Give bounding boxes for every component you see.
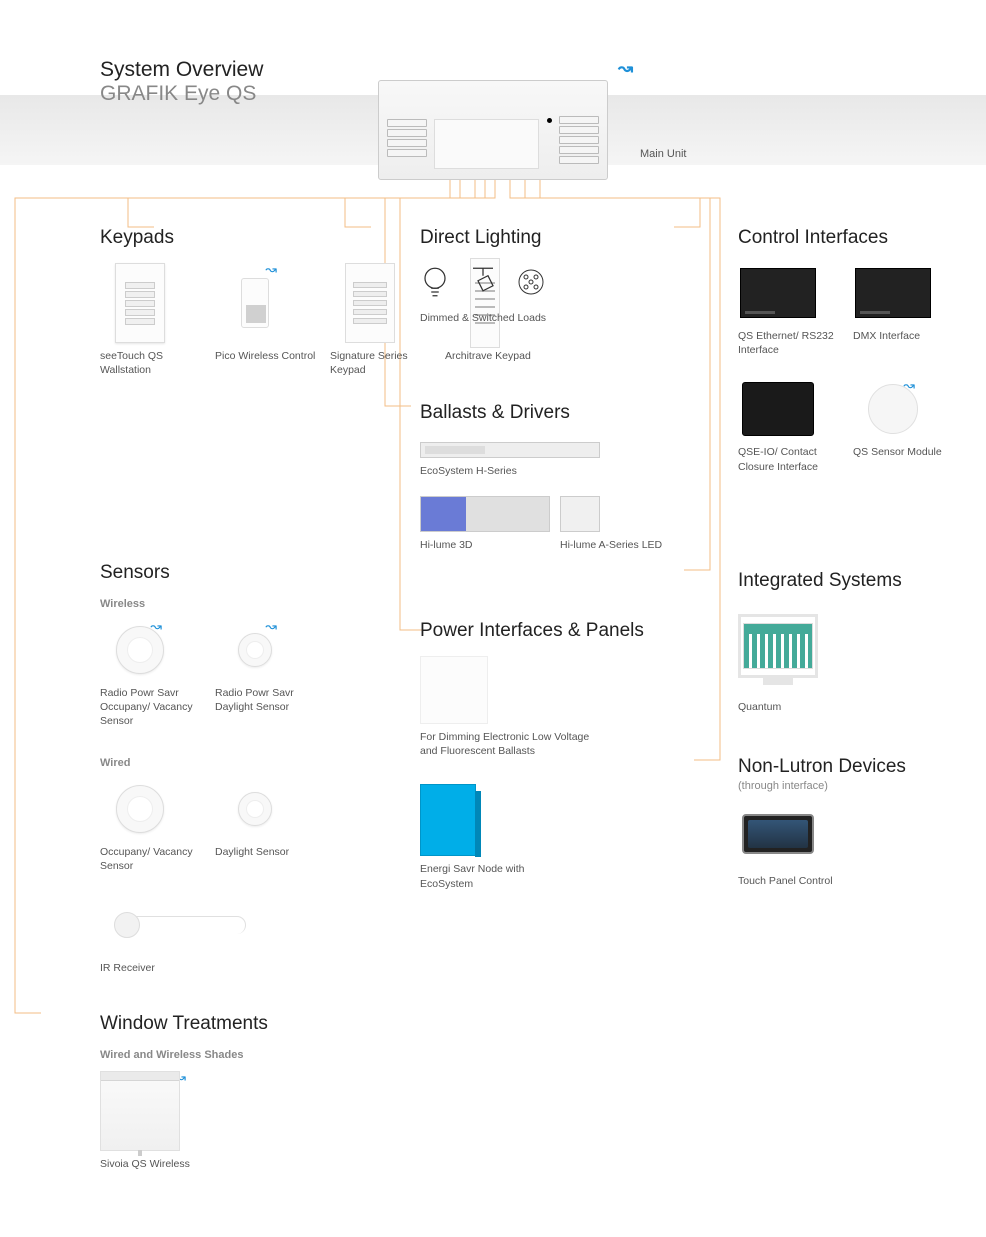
product-qse-io[interactable]: QSE-IO/ Contact Closure Interface [738,379,853,473]
product-dmx[interactable]: DMX Interface [853,263,968,357]
power-caption: For Dimming Electronic Low Voltage and F… [420,730,600,758]
product-qs-sensor-module[interactable]: ↝ QS Sensor Module [853,379,968,473]
wireless-icon: ↝ [903,377,915,394]
product-occ-sensor[interactable]: Occupany/ Vacancy Sensor [100,779,215,873]
bulb-icon [420,263,450,301]
product-power-panel[interactable] [420,656,488,724]
product-label: Quantum [738,700,848,714]
product-label: Hi-lume A-Series LED [560,538,662,552]
sensors-section: Sensors Wireless ↝ Radio Powr Savr Occup… [100,562,330,997]
product-ecosystem-h[interactable] [420,442,600,458]
product-label: QS Ethernet/ RS232 Interface [738,329,848,357]
product-label: EcoSystem H-Series [420,464,530,478]
main-unit-device [378,80,608,180]
window-treatments-section: Window Treatments Wired and Wireless Sha… [100,1013,268,1193]
section-title-ballasts: Ballasts & Drivers [420,402,662,424]
wireless-icon: ↝ [265,261,277,278]
product-touch-panel[interactable]: Touch Panel Control [738,804,853,888]
product-label: Touch Panel Control [738,874,848,888]
product-label: DMX Interface [853,329,963,343]
section-title-integrated: Integrated Systems [738,570,902,592]
product-radio-powr-occ[interactable]: ↝ Radio Powr Savr Occupany/ Vacancy Sens… [100,620,215,729]
non-lutron-section: Non-Lutron Devices (through interface) T… [738,756,906,910]
section-title-direct: Direct Lighting [420,227,546,249]
power-interfaces-section: Power Interfaces & Panels For Dimming El… [420,620,644,891]
product-label: seeTouch QS Wallstation [100,349,210,377]
direct-caption: Dimmed & Switched Loads [420,311,546,325]
section-title-power: Power Interfaces & Panels [420,620,644,642]
product-label: Sivoia QS Wireless [100,1157,210,1171]
nonlutron-sub: (through interface) [738,780,906,792]
product-label: Energi Savr Node with EcoSystem [420,862,530,890]
tracklight-icon [468,263,498,301]
main-unit-label: Main Unit [640,148,686,160]
product-label: Signature Series Keypad [330,349,440,377]
product-radio-powr-daylight[interactable]: ↝ Radio Powr Savr Daylight Sensor [215,620,330,729]
wireless-icon: ↝ [618,58,633,79]
sensors-wired-label: Wired [100,757,330,769]
product-label: Radio Powr Savr Occupany/ Vacancy Sensor [100,686,210,729]
product-label: Radio Powr Savr Daylight Sensor [215,686,325,714]
product-label: Hi-lume 3D [420,538,530,552]
product-pico[interactable]: ↝ Pico Wireless Control [215,263,330,377]
product-hilume-aseries[interactable] [560,496,600,532]
product-label: QS Sensor Module [853,445,963,459]
wireless-icon: ↝ [150,618,162,635]
section-title-control: Control Interfaces [738,227,986,249]
section-title-nonlutron: Non-Lutron Devices [738,756,906,778]
page-title: System Overview [100,58,263,82]
product-quantum[interactable]: Quantum [738,606,853,714]
page-subtitle: GRAFIK Eye QS [100,82,256,106]
section-title-window: Window Treatments [100,1013,268,1035]
product-label: Occupany/ Vacancy Sensor [100,845,210,873]
control-interfaces-section: Control Interfaces QS Ethernet/ RS232 In… [738,227,986,496]
ballasts-section: Ballasts & Drivers EcoSystem H-Series Hi… [420,402,662,552]
product-qs-ethernet[interactable]: QS Ethernet/ RS232 Interface [738,263,853,357]
direct-lighting-section: Direct Lighting Dimmed & Switched Loads [420,227,546,325]
product-hilume-3d[interactable] [420,496,550,532]
downlight-icon [516,263,546,301]
product-label: IR Receiver [100,961,210,975]
product-label: Architrave Keypad [445,349,555,363]
product-daylight-sensor[interactable]: Daylight Sensor [215,779,330,873]
product-label: Pico Wireless Control [215,349,325,363]
product-ir-receiver[interactable]: IR Receiver [100,895,280,975]
wireless-icon: ↝ [265,618,277,635]
product-label: QSE-IO/ Contact Closure Interface [738,445,848,473]
integrated-systems-section: Integrated Systems Quantum [738,570,902,736]
product-label: Daylight Sensor [215,845,325,859]
section-title-sensors: Sensors [100,562,330,584]
window-sub: Wired and Wireless Shades [100,1049,268,1061]
product-seetouch[interactable]: seeTouch QS Wallstation [100,263,215,377]
sensors-wireless-label: Wireless [100,598,330,610]
lighting-icons-row [420,263,546,301]
product-energi-savr[interactable] [420,784,476,856]
product-sivoia[interactable]: ↝ Sivoia QS Wireless [100,1071,215,1171]
